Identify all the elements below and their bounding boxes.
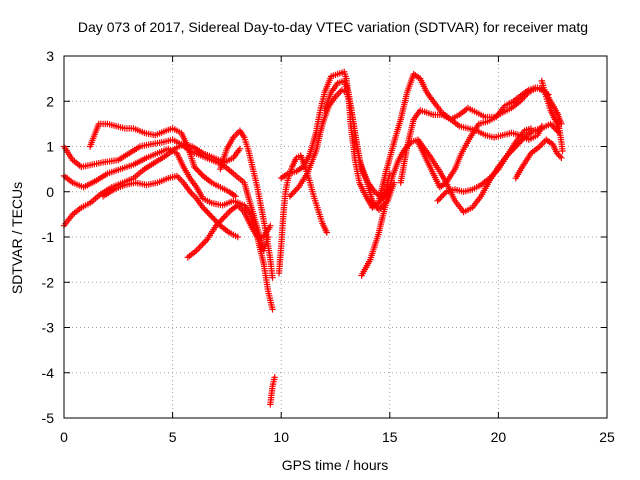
data-point (289, 190, 296, 197)
y-tick-label: 2 (46, 93, 54, 109)
y-tick-label: -1 (42, 229, 55, 245)
data-point (558, 154, 565, 161)
data-point (204, 208, 211, 216)
y-tick-label: -5 (42, 410, 55, 426)
data-point (559, 147, 566, 155)
data-point (218, 216, 225, 223)
x-tick-label: 15 (382, 429, 398, 445)
series-track-g (217, 127, 276, 281)
series-track-q (434, 125, 535, 204)
data-point (486, 175, 493, 182)
data-point (286, 193, 294, 200)
data-point (220, 214, 227, 222)
data-point (191, 163, 198, 171)
y-tick-label: -3 (42, 320, 55, 336)
data-point (211, 216, 218, 223)
chart-title: Day 073 of 2017, Sidereal Day-to-day VTE… (78, 19, 588, 35)
series-track-d (86, 120, 239, 200)
series-track-p (414, 84, 552, 191)
y-tick-label: 0 (46, 184, 54, 200)
data-point (236, 145, 244, 152)
data-point (438, 193, 446, 200)
data-point (377, 205, 384, 212)
data-point (201, 239, 208, 246)
data-point (201, 205, 208, 213)
data-point (269, 274, 276, 281)
data-point (267, 222, 274, 229)
series-track-h (267, 374, 278, 408)
data-point (217, 218, 224, 225)
data-point (547, 120, 554, 128)
data-point (435, 196, 443, 203)
data-point (214, 221, 221, 228)
y-tick-label: -4 (42, 365, 55, 381)
x-tick-label: 10 (273, 429, 289, 445)
series-track-o (397, 84, 565, 186)
data-point (556, 153, 564, 160)
data-point (288, 191, 295, 198)
data-point (205, 210, 212, 217)
y-tick-label: 3 (46, 48, 54, 64)
series-track-n (375, 70, 545, 204)
grid (64, 56, 607, 418)
series-track-e (99, 172, 241, 241)
data-point (553, 126, 560, 134)
axis-ticks: -5 -4 -3 -2 -1 0 1 2 3 0 5 10 15 20 25 (42, 48, 615, 445)
x-tick-label: 0 (60, 429, 68, 445)
y-tick-label: -2 (42, 274, 55, 290)
data-point (538, 122, 545, 130)
x-tick-label: 20 (491, 429, 507, 445)
x-axis-label: GPS time / hours (282, 457, 389, 473)
data-point (195, 168, 202, 175)
series-track-r (512, 136, 565, 182)
data-point (232, 193, 239, 200)
data-point (437, 194, 444, 201)
data-point (323, 229, 330, 236)
series-track-s (538, 77, 566, 155)
data-point (292, 187, 299, 194)
series-track-i (275, 152, 330, 277)
series-track-m (358, 120, 563, 279)
data-point (215, 219, 223, 226)
x-tick-label: 25 (599, 429, 615, 445)
data-point (548, 122, 556, 129)
data-point (199, 204, 207, 211)
data-point (198, 171, 205, 178)
data-point (440, 191, 447, 198)
data-point (234, 233, 241, 241)
data-point (293, 185, 301, 192)
data-point (196, 169, 204, 177)
series-track-b (60, 145, 276, 313)
data-point (553, 150, 561, 157)
y-tick-label: 1 (46, 139, 54, 155)
data-point (555, 151, 562, 158)
data-point (197, 242, 205, 249)
data-point (434, 197, 441, 204)
data-point (441, 190, 448, 197)
data-point (271, 374, 278, 381)
data-point (208, 213, 215, 220)
y-axis-label: SDTVAR / TECUs (9, 182, 25, 294)
data-point (199, 240, 206, 248)
data-point (493, 167, 501, 174)
data-point (527, 125, 535, 132)
data-point (202, 207, 210, 214)
data-point (209, 214, 217, 222)
data-point (269, 306, 276, 313)
data-markers (60, 68, 566, 408)
data-point (194, 166, 201, 174)
data-point (489, 172, 496, 179)
data-point (291, 188, 298, 195)
data-point (488, 173, 495, 180)
x-tick-label: 5 (169, 429, 177, 445)
data-point (207, 211, 214, 219)
plot-frame (63, 55, 608, 419)
data-point (212, 222, 220, 229)
data-point (492, 168, 499, 176)
data-point (192, 165, 199, 172)
